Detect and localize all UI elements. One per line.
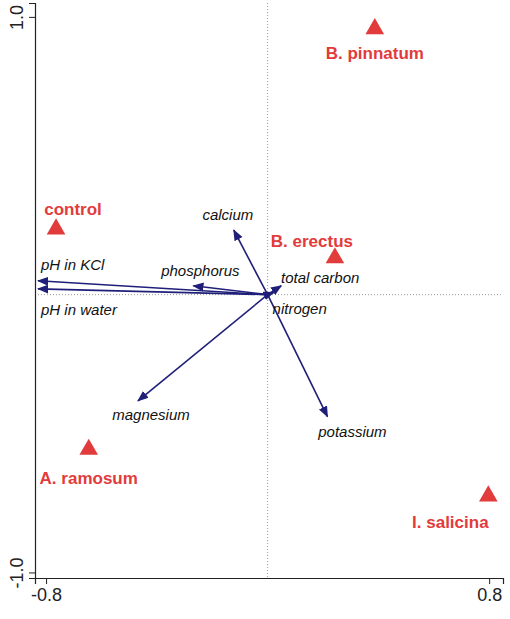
biplot-arrow bbox=[38, 281, 268, 295]
y-tick-label: -1.0 bbox=[7, 557, 27, 588]
x-tick: 0.8 bbox=[477, 578, 502, 605]
biplot-arrow bbox=[38, 289, 268, 295]
biplot-arrow bbox=[268, 286, 282, 295]
plot-marks bbox=[38, 18, 498, 501]
site-label: A. ramosum bbox=[40, 469, 138, 488]
arrow-label: phosphorus bbox=[160, 262, 240, 279]
arrow-label: pH in KCl bbox=[40, 256, 105, 273]
y-axis-line bbox=[29, 4, 36, 579]
x-axis: -0.8 0.8 bbox=[31, 578, 503, 605]
zero-line-x bbox=[267, 3, 268, 578]
site-label: B. pinnatum bbox=[326, 44, 424, 63]
arrow-label: total carbon bbox=[281, 269, 359, 286]
arrow-label: pH in water bbox=[40, 301, 118, 318]
arrow-label: calcium bbox=[202, 206, 253, 223]
site-point bbox=[365, 18, 384, 34]
y-tick-mark bbox=[29, 17, 35, 18]
biplot-arrow bbox=[268, 295, 328, 417]
chart: -0.8 0.8 -1.0 1.0 control B. pinnatum B. erect… bbox=[0, 0, 510, 619]
site-label: I. salicina bbox=[412, 513, 489, 532]
site-point bbox=[479, 485, 498, 501]
x-tick-mark bbox=[489, 578, 490, 584]
y-tick: 1.0 bbox=[7, 5, 35, 30]
biplot-arrow bbox=[138, 295, 268, 401]
y-tick-label: 1.0 bbox=[7, 5, 27, 30]
x-tick-label: 0.8 bbox=[477, 585, 502, 605]
arrow-label: magnesium bbox=[112, 406, 190, 423]
x-tick: -0.8 bbox=[31, 578, 62, 605]
labels: control B. pinnatum B. erectus A. ramosum I.… bbox=[40, 44, 490, 532]
x-tick-label: -0.8 bbox=[31, 585, 62, 605]
arrow-label: nitrogen bbox=[273, 300, 327, 317]
y-axis: -1.0 1.0 bbox=[7, 4, 36, 589]
x-axis-line bbox=[36, 579, 504, 585]
arrow-label: potassium bbox=[317, 423, 386, 440]
x-tick-mark bbox=[46, 578, 47, 584]
y-tick-mark bbox=[29, 572, 35, 573]
site-point bbox=[47, 218, 66, 234]
site-point bbox=[79, 439, 98, 455]
site-label: control bbox=[44, 200, 102, 219]
y-tick: -1.0 bbox=[7, 557, 35, 588]
site-label: B. erectus bbox=[271, 232, 353, 251]
biplot-arrow bbox=[268, 292, 274, 294]
